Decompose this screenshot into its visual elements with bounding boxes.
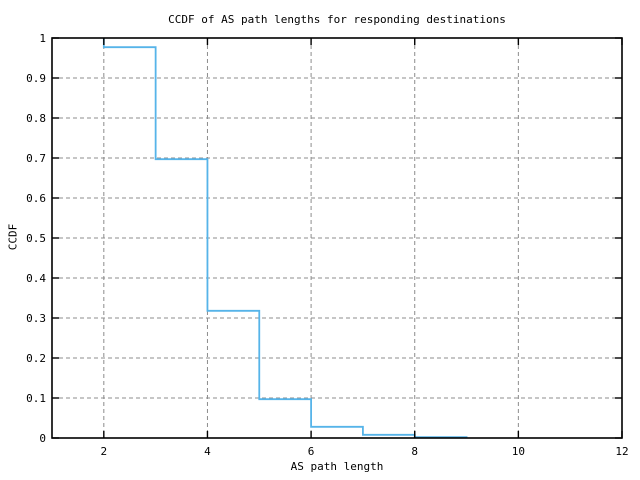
chart-title: CCDF of AS path lengths for responding d…: [168, 13, 506, 26]
x-tick-label: 10: [512, 445, 525, 458]
y-tick-label: 0.6: [26, 192, 46, 205]
x-tick-label: 6: [308, 445, 315, 458]
y-tick-label: 0.4: [26, 272, 46, 285]
x-tick-label: 2: [101, 445, 108, 458]
y-tick-label: 0.7: [26, 152, 46, 165]
y-tick-label: 0.8: [26, 112, 46, 125]
x-axis-title: AS path length: [290, 460, 384, 473]
y-tick-label: 0.2: [26, 352, 46, 365]
y-tick-label: 0.1: [26, 392, 46, 405]
y-tick-label: 0: [39, 432, 46, 445]
x-tick-label: 12: [615, 445, 628, 458]
x-tick-label: 4: [204, 445, 211, 458]
x-tick-label: 8: [411, 445, 418, 458]
y-tick-label: 0.3: [26, 312, 46, 325]
y-tick-label: 1: [39, 32, 46, 45]
y-tick-label: 0.9: [26, 72, 46, 85]
y-tick-label: 0.5: [26, 232, 46, 245]
